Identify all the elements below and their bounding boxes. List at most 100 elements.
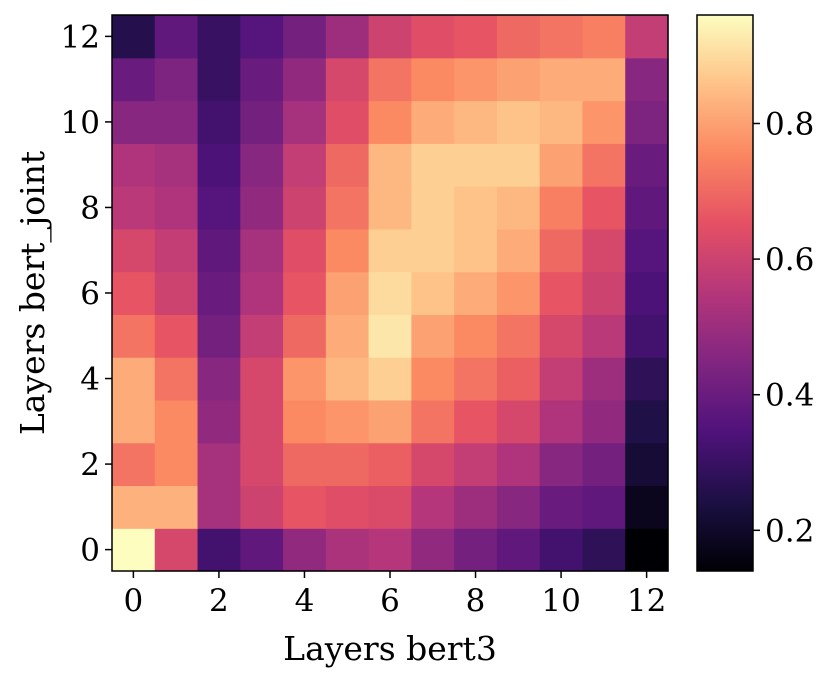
heatmap-cell	[368, 15, 412, 59]
heatmap-cell	[411, 271, 455, 315]
heatmap-cell	[240, 228, 284, 273]
heatmap-cell	[368, 100, 412, 144]
heatmap-cell	[582, 357, 626, 401]
heatmap-cell	[283, 442, 327, 487]
y-tick-label: 10	[61, 105, 100, 141]
heatmap-cell	[283, 357, 327, 401]
heatmap-cell	[197, 485, 241, 529]
heatmap-cell	[411, 15, 455, 59]
heatmap-cell	[454, 271, 498, 315]
heatmap-cell	[283, 399, 327, 444]
heatmap-cell	[112, 228, 156, 273]
x-axis-label: Layers bert3	[283, 629, 497, 668]
heatmap-cell	[539, 228, 584, 273]
heatmap-cell	[454, 228, 498, 273]
colorbar	[696, 14, 754, 572]
heatmap-cell	[154, 100, 199, 144]
heatmap-cell	[582, 399, 626, 444]
heatmap-cell	[625, 357, 669, 401]
heatmap-cell	[368, 442, 412, 487]
heatmap-cell	[240, 100, 284, 144]
heatmap-cell	[283, 485, 327, 529]
heatmap-cell	[582, 100, 626, 144]
heatmap-cell	[539, 357, 584, 401]
heatmap-cell	[197, 100, 241, 144]
heatmap-cell	[325, 143, 370, 187]
heatmap-cell	[112, 57, 156, 102]
heatmap-cell	[496, 271, 541, 315]
heatmap-cell	[625, 314, 669, 358]
y-tick-label: 2	[80, 447, 100, 483]
heatmap-cell	[112, 271, 156, 315]
heatmap-cell	[240, 57, 284, 102]
colorbar-tick-label: 0.4	[765, 378, 814, 414]
heatmap-cell	[539, 442, 584, 487]
heatmap-cell	[368, 57, 412, 102]
heatmap-cell	[283, 15, 327, 59]
heatmap-cell	[454, 442, 498, 487]
heatmap-cell	[539, 485, 584, 529]
heatmap-cell	[582, 271, 626, 315]
heatmap-cell	[368, 271, 412, 315]
heatmap-cell	[240, 314, 284, 358]
colorbar-tick-label: 0.8	[765, 106, 814, 142]
heatmap-cell	[625, 442, 669, 487]
heatmap-cell	[154, 271, 199, 315]
heatmap-cell	[154, 357, 199, 401]
heatmap-cell	[582, 15, 626, 59]
heatmap-cell	[454, 57, 498, 102]
heatmap-cell	[539, 143, 584, 187]
x-tick-label: 4	[295, 583, 315, 619]
heatmap-cell	[496, 100, 541, 144]
heatmap-cell	[325, 100, 370, 144]
heatmap-cell	[240, 399, 284, 444]
heatmap-cell	[496, 442, 541, 487]
heatmap-cell	[454, 100, 498, 144]
heatmap-cell	[582, 143, 626, 187]
heatmap-cell	[112, 485, 156, 529]
heatmap-cell	[325, 528, 370, 572]
heatmap-cell	[625, 485, 669, 529]
heatmap-cell	[454, 528, 498, 572]
heatmap-cell	[539, 399, 584, 444]
heatmap-cell	[112, 357, 156, 401]
heatmap-cell	[154, 57, 199, 102]
heatmap-cell	[411, 100, 455, 144]
heatmap-cell	[368, 314, 412, 358]
heatmap-cell	[325, 442, 370, 487]
heatmap-cell	[325, 357, 370, 401]
heatmap-cell	[154, 15, 199, 59]
heatmap-cell	[582, 228, 626, 273]
heatmap-cell	[197, 228, 241, 273]
heatmap-cell	[368, 399, 412, 444]
y-axis-ticks: 0 2 4 6 8 10 12	[61, 19, 112, 569]
heatmap-cell	[582, 57, 626, 102]
x-axis-ticks: 0 2 4 6 8 10 12	[124, 571, 666, 619]
heatmap-cells	[112, 15, 669, 572]
heatmap-cell	[582, 528, 626, 572]
heatmap-cell	[496, 15, 541, 59]
heatmap-cell	[325, 399, 370, 444]
heatmap-cell	[197, 271, 241, 315]
heatmap-cell	[197, 399, 241, 444]
heatmap-cell	[454, 186, 498, 230]
heatmap-cell	[496, 143, 541, 187]
heatmap-cell	[368, 143, 412, 187]
heatmap-cell	[240, 357, 284, 401]
heatmap-cell	[325, 271, 370, 315]
heatmap-cell	[154, 186, 199, 230]
heatmap-cell	[454, 15, 498, 59]
heatmap-cell	[496, 314, 541, 358]
heatmap-cell	[283, 100, 327, 144]
y-tick-label: 12	[61, 19, 100, 55]
heatmap-cell	[112, 15, 156, 59]
heatmap-cell	[411, 485, 455, 529]
heatmap-cell	[539, 528, 584, 572]
heatmap-cell	[625, 528, 669, 572]
heatmap-cell	[411, 399, 455, 444]
heatmap-cell	[283, 271, 327, 315]
heatmap-cell	[112, 442, 156, 487]
heatmap-cell	[112, 314, 156, 358]
heatmap-cell	[454, 357, 498, 401]
